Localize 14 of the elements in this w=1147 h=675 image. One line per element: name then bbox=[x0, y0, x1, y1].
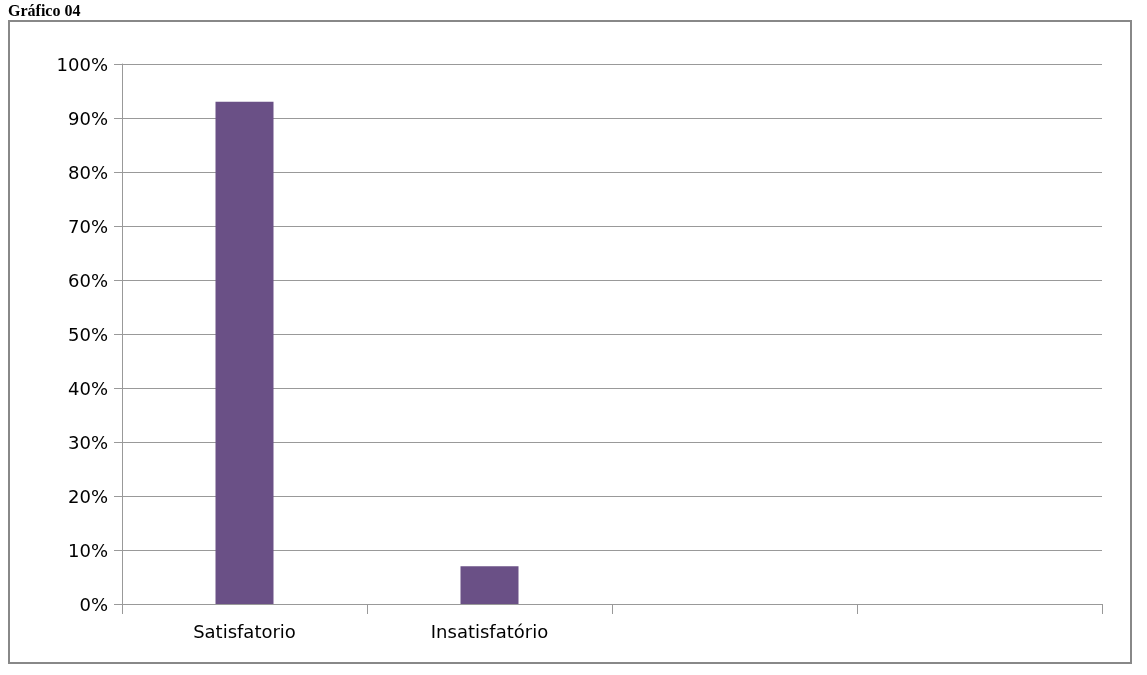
y-tick-label: 20% bbox=[67, 485, 108, 507]
y-tick-label: 10% bbox=[67, 539, 108, 561]
y-tick-label: 60% bbox=[67, 269, 108, 291]
y-tick-label: 70% bbox=[67, 215, 108, 237]
y-tick-label: 90% bbox=[67, 107, 108, 129]
x-tick-label: Insatisfatório bbox=[430, 620, 549, 642]
chart-title: Gráfico 04 bbox=[8, 2, 82, 20]
y-tick-label: 40% bbox=[67, 377, 108, 399]
x-tick-label: Satisfatorio bbox=[193, 620, 296, 642]
y-tick-label: 30% bbox=[67, 431, 108, 453]
y-tick-label: 80% bbox=[67, 161, 108, 183]
y-tick-label: 100% bbox=[56, 53, 108, 75]
y-tick-label: 50% bbox=[67, 323, 108, 345]
y-tick-label: 0% bbox=[79, 593, 108, 615]
